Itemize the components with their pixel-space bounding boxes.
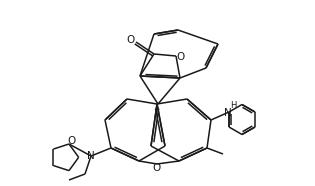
Text: H: H [230,101,236,110]
Text: O: O [177,52,185,62]
Text: O: O [67,136,75,146]
Text: N: N [87,151,95,161]
Text: O: O [153,163,161,173]
Text: N: N [224,108,232,118]
Text: O: O [127,35,135,45]
